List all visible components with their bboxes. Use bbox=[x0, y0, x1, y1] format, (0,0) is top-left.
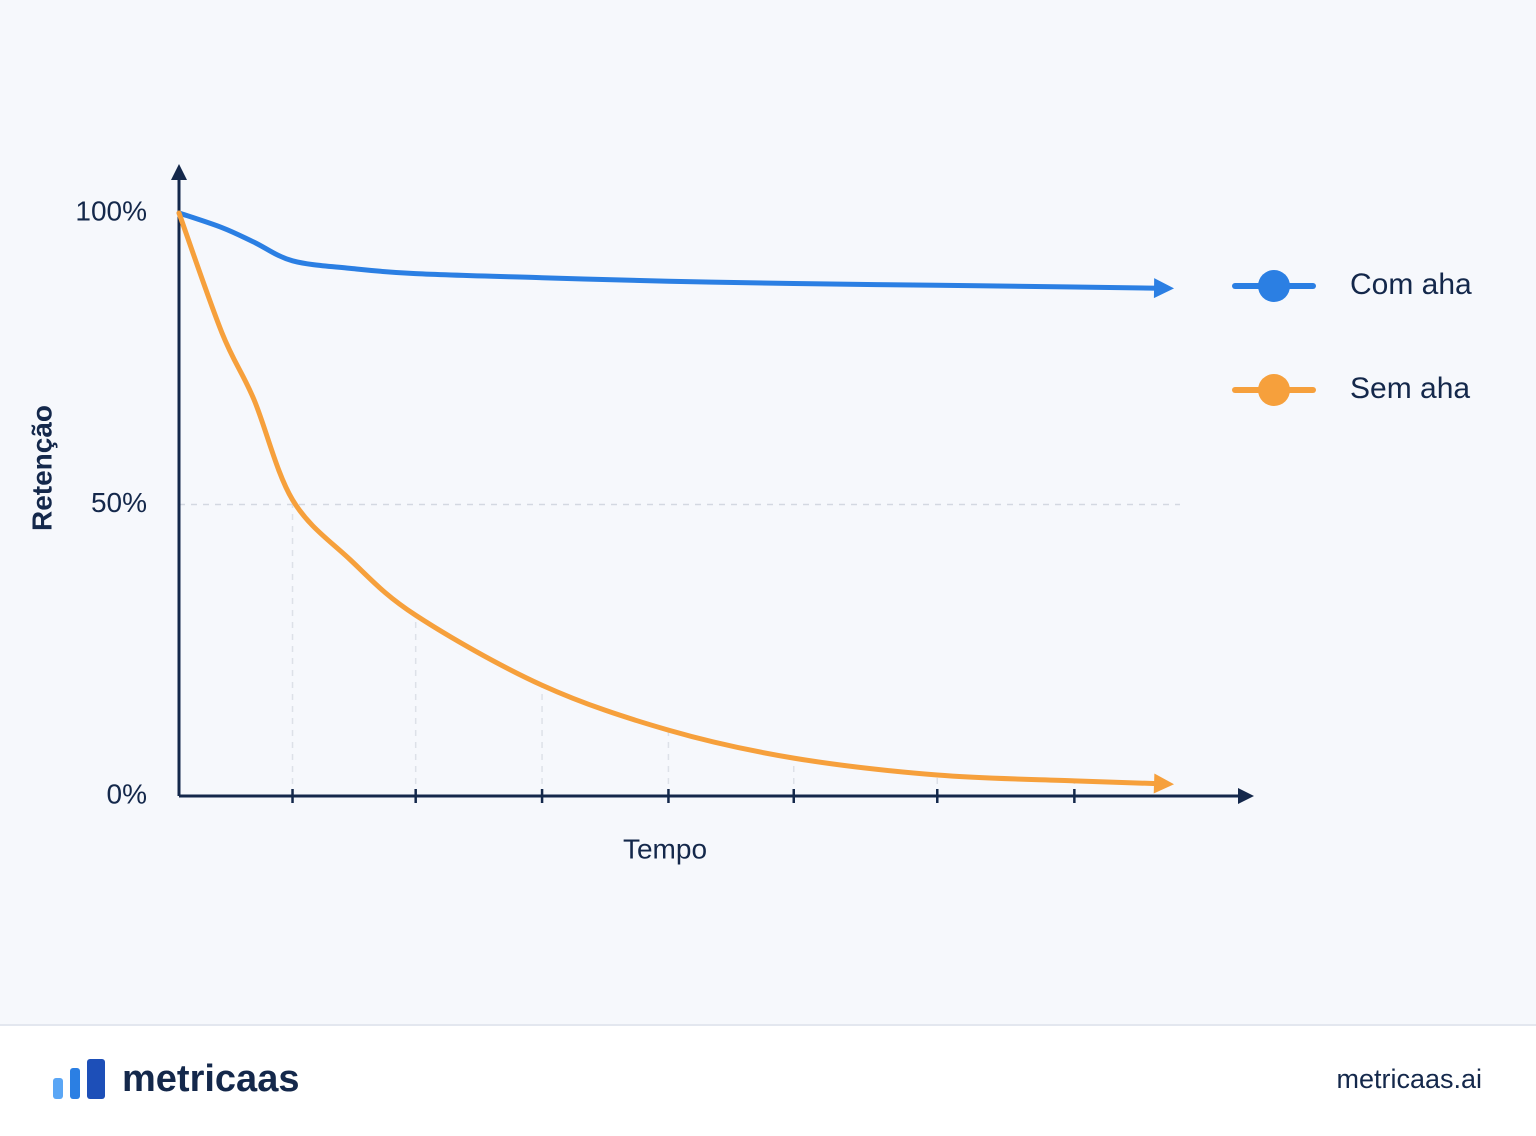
legend-label: Com aha bbox=[1350, 268, 1472, 301]
legend-dot bbox=[1258, 270, 1290, 302]
y-tick-label: 50% bbox=[91, 487, 147, 518]
background bbox=[0, 0, 1536, 1025]
logo-icon bbox=[53, 1059, 105, 1099]
legend-label: Sem aha bbox=[1350, 372, 1470, 405]
site-url: metricaas.ai bbox=[1336, 1064, 1482, 1094]
line bbox=[176, 210, 1175, 794]
y-tick-label: 100% bbox=[75, 195, 147, 226]
line bbox=[176, 210, 1175, 299]
y-tick-label: 0% bbox=[107, 778, 147, 809]
footer bbox=[0, 1025, 1536, 1136]
y-axis-label: Retenção bbox=[26, 405, 57, 531]
x-axis-label: Tempo bbox=[623, 833, 707, 864]
legend-dot bbox=[1258, 374, 1290, 406]
brand: metricaas bbox=[122, 1058, 299, 1100]
